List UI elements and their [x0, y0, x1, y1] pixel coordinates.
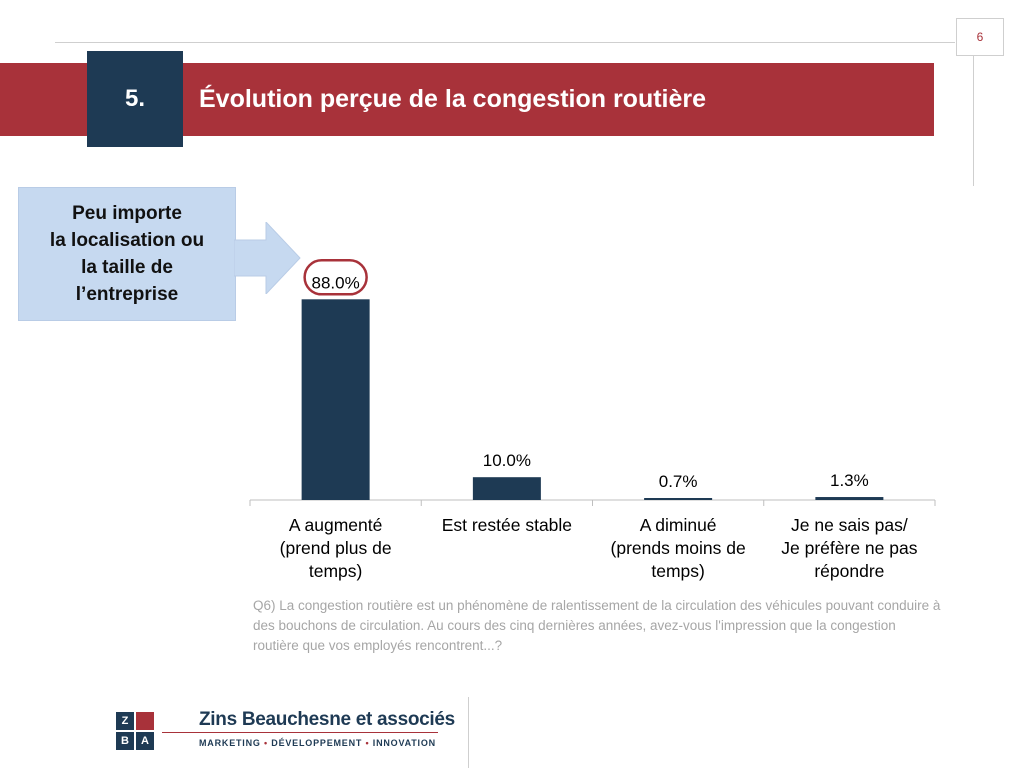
- brand-tagline: MARKETING • DÉVELOPPEMENT • INNOVATION: [199, 738, 436, 748]
- tagline-item: MARKETING: [199, 738, 261, 748]
- bar: [301, 299, 370, 500]
- logo-letter-a: A: [136, 732, 154, 750]
- data-label: 0.7%: [659, 472, 698, 491]
- footer-rule: [468, 697, 469, 768]
- data-label: 1.3%: [830, 471, 869, 490]
- category-label: (prends moins de: [611, 538, 746, 558]
- tagline-separator: •: [264, 738, 268, 748]
- category-label: temps): [309, 561, 362, 581]
- category-label: répondre: [814, 561, 884, 581]
- bar: [644, 498, 713, 500]
- data-label: 88.0%: [312, 273, 360, 292]
- right-rule: [973, 56, 974, 186]
- category-label: Est restée stable: [442, 515, 572, 535]
- category-label: A diminué: [640, 515, 717, 535]
- logo-letter-b: B: [116, 732, 134, 750]
- tagline-item: DÉVELOPPEMENT: [271, 738, 363, 748]
- highlight-ellipse: [303, 259, 368, 296]
- logo-letter-z: Z: [116, 712, 134, 730]
- data-label: 10.0%: [483, 451, 531, 470]
- bar: [815, 497, 884, 500]
- note-text: Peu importe la localisation ou la taille…: [49, 203, 205, 305]
- note-box: Peu importe la localisation ou la taille…: [18, 187, 236, 321]
- brand-name: Zins Beauchesne et associés: [199, 709, 455, 730]
- category-label: A augmenté: [289, 515, 382, 535]
- bar: [472, 477, 541, 500]
- section-number: 5.: [87, 51, 183, 147]
- category-label: temps): [651, 561, 704, 581]
- page-title: Évolution perçue de la congestion routiè…: [199, 85, 707, 113]
- category-label: (prend plus de: [280, 538, 392, 558]
- tagline-item: INNOVATION: [372, 738, 436, 748]
- arrow-right-icon: [234, 222, 301, 294]
- logo-red-square: [136, 712, 154, 730]
- bar-chart: 88.0% A augmenté (prend plus de temps) 10.0%…: [249, 259, 936, 581]
- category-label: Je préfère ne pas: [781, 538, 917, 558]
- tagline-separator: •: [365, 738, 370, 748]
- question-text: Q6) La congestion routière est un phénom…: [253, 598, 941, 653]
- page-number: 6: [956, 18, 1004, 56]
- category-label: Je ne sais pas/: [791, 515, 908, 535]
- header-rule: [55, 42, 955, 43]
- brand-rule: [162, 732, 438, 733]
